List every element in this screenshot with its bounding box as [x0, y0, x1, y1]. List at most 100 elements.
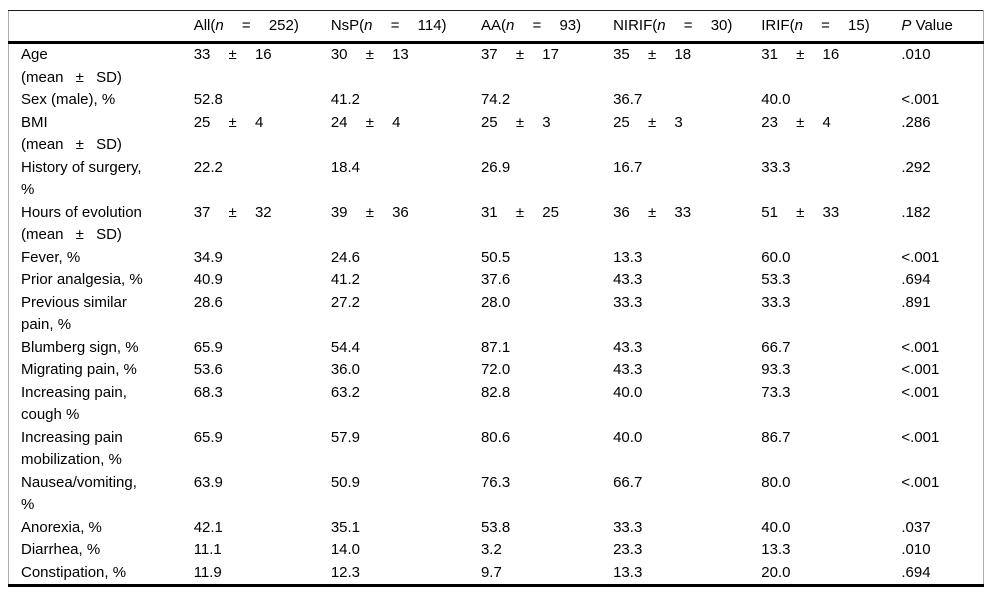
row-constipation: Constipation, % 11.9 12.3 9.7 13.3 20.0 … — [9, 562, 984, 586]
p-value-cell: <.001 — [901, 473, 940, 491]
data-cell: 65.9 — [193, 338, 223, 356]
sd: 16 — [254, 46, 272, 63]
row-label: Sex (male), % — [21, 91, 116, 108]
row-history-of-surgery: History of surgery,% 22.2 18.4 26.9 16.7… — [9, 157, 984, 202]
sd: 16 — [822, 46, 840, 63]
row-label: Hours of evolution (mean ± SD) — [9, 202, 194, 247]
data-cell: 80.0 — [761, 473, 791, 491]
data-cell: 25 ± 4 — [194, 112, 331, 157]
row-label: Prior analgesia, % — [21, 271, 143, 288]
mean: 25 — [193, 113, 211, 131]
row-label: Blumberg sign, % — [21, 338, 139, 356]
row-label: Migrating pain, % — [21, 361, 137, 378]
data-cell: 43.3 — [613, 338, 643, 356]
plus-minus: ± — [228, 46, 237, 63]
plus-minus: ± — [228, 113, 237, 131]
data-cell: 93.3 — [761, 361, 791, 378]
row-label-line1: Nausea/vomiting, — [21, 473, 137, 491]
row-label-line1: History of surgery, — [21, 158, 142, 176]
sd: 3 — [542, 113, 551, 131]
column-name: NsP(n — [330, 17, 373, 34]
data-cell: 73.3 — [761, 383, 791, 401]
row-label-line1: Hours of evolution — [21, 203, 142, 221]
row-increasing-pain-mobilization: Increasing pain mobilization, % 65.9 57.9… — [9, 427, 984, 472]
column-header-aa: AA(n = 93) — [480, 10, 614, 44]
row-label: Fever, % — [21, 248, 81, 266]
data-cell: 37.6 — [480, 271, 511, 288]
data-cell: 36.0 — [330, 361, 361, 378]
data-cell: 60.0 — [761, 248, 791, 266]
data-cell: 28.6 — [193, 293, 223, 311]
row-hours-of-evolution: Hours of evolution (mean ± SD) 37 ± 32 39… — [9, 202, 984, 247]
column-header-pvalue: P Value — [901, 10, 984, 44]
row-label: Nausea/vomiting,% — [9, 472, 194, 517]
mean: 31 — [480, 203, 498, 221]
data-cell: 18.4 — [330, 158, 361, 176]
data-cell: 43.3 — [613, 271, 643, 288]
data-cell: 25 ± 3 — [481, 112, 613, 157]
row-anorexia: Anorexia, % 42.1 35.1 53.8 33.3 40.0 .03… — [9, 517, 984, 540]
data-cell: 24 ± 4 — [331, 112, 481, 157]
p-value-cell: .182 — [901, 203, 931, 221]
column-header-irif: IRIF(n = 15) — [761, 10, 902, 44]
row-label: Diarrhea, % — [21, 541, 101, 558]
column-header-nirif: NIRIF(n = 30) — [613, 10, 762, 44]
p-value-cell: <.001 — [901, 338, 940, 356]
column-name: AA(n — [480, 17, 515, 34]
data-cell: 57.9 — [330, 428, 361, 446]
data-cell: 40.9 — [193, 271, 223, 288]
p-value-cell: .292 — [901, 158, 931, 176]
data-cell: 63.9 — [193, 473, 223, 491]
plus-minus: ± — [515, 203, 525, 221]
data-cell: 33.3 — [613, 518, 643, 536]
p-value-cell: .694 — [901, 563, 931, 581]
row-age: Age (mean ± SD) 33 ± 16 30 ± 13 37 ± 17 3… — [9, 43, 984, 90]
equals-sign: = — [241, 17, 251, 34]
p-value-cell: <.001 — [901, 361, 940, 378]
data-cell: 26.9 — [480, 158, 511, 176]
data-cell: 33.3 — [761, 158, 791, 176]
p-value-cell: .286 — [901, 113, 931, 131]
p-value-cell: <.001 — [901, 383, 940, 401]
row-label-line2: % — [21, 181, 35, 198]
row-label: Increasing pain, cough % — [9, 382, 194, 427]
plus-minus: ± — [515, 113, 525, 131]
data-cell: 53.3 — [761, 271, 791, 288]
p-value-cell: <.001 — [901, 428, 940, 446]
data-cell: 43.3 — [613, 361, 643, 378]
data-cell: 76.3 — [480, 473, 511, 491]
row-fever: Fever, % 34.9 24.6 50.5 13.3 60.0 <.001 — [9, 247, 984, 270]
p-symbol: P — [901, 17, 912, 34]
plus-minus: ± — [647, 46, 657, 63]
header-empty-cell — [8, 10, 194, 44]
plus-minus: ± — [365, 113, 374, 131]
sd: 33 — [674, 203, 692, 221]
row-label-line2: mobilization, % — [21, 451, 122, 468]
sd: 36 — [392, 203, 409, 221]
mean: 25 — [613, 113, 630, 131]
data-cell: 28.0 — [480, 293, 511, 311]
data-cell: 41.2 — [330, 271, 361, 288]
data-cell: 31 ± 25 — [481, 202, 613, 247]
column-name: IRIF(n — [761, 17, 803, 34]
row-bmi: BMI (mean ± SD) 25 ± 4 24 ± 4 25 ± 3 25 ±… — [9, 112, 984, 157]
data-cell: 3.2 — [480, 541, 502, 558]
sd: 18 — [674, 46, 692, 63]
data-cell: 42.1 — [193, 518, 223, 536]
sample-count: 114) — [417, 17, 447, 34]
data-cell: 50.9 — [330, 473, 361, 491]
mean: 31 — [761, 46, 778, 63]
data-cell: 24.6 — [330, 248, 361, 266]
mean: 35 — [613, 46, 630, 63]
row-label: Anorexia, % — [21, 518, 102, 536]
mean: 33 — [193, 46, 211, 63]
data-cell: 11.1 — [193, 541, 222, 558]
row-label-line2: % — [21, 496, 35, 513]
data-cell: 31 ± 16 — [761, 43, 901, 90]
data-cell: 66.7 — [613, 473, 643, 491]
data-cell: 33.3 — [761, 293, 791, 311]
sd: 4 — [392, 113, 401, 131]
row-label-line2: cough % — [21, 406, 80, 423]
data-cell: 40.0 — [613, 428, 643, 446]
clinical-characteristics-table: All(n = 252) NsP(n = 114) AA(n = 93) NIR… — [8, 10, 984, 587]
